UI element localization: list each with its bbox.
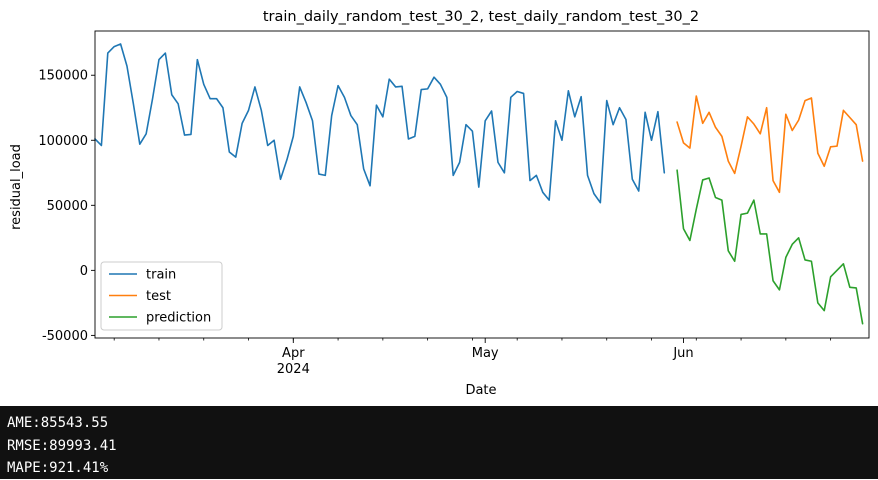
chart-svg: train_daily_random_test_30_2, test_daily… (9, 9, 870, 398)
legend-label-test: test (146, 289, 171, 304)
y-axis-label: residual_load (9, 144, 24, 230)
chart-figure: train_daily_random_test_30_2, test_daily… (9, 9, 870, 398)
x-tick-label: May (472, 346, 499, 361)
y-tick-label: 50000 (47, 199, 88, 214)
series-line-prediction (676, 169, 864, 325)
legend-label-prediction: prediction (146, 311, 211, 326)
y-tick-label: 150000 (38, 69, 88, 84)
x-tick-label: Jun (672, 346, 693, 361)
series-line-train (94, 43, 666, 204)
x-tick-label: Apr (282, 346, 305, 361)
chart-title: train_daily_random_test_30_2, test_daily… (263, 9, 699, 25)
legend-label-train: train (146, 268, 176, 283)
legend-box (100, 261, 223, 331)
metric-mape: MAPE:921.41% (7, 460, 109, 476)
y-tick-label: -50000 (42, 329, 88, 344)
x-tick-sublabel: 2024 (277, 362, 310, 377)
y-tick-label: 100000 (38, 134, 88, 149)
plot-frame (94, 30, 870, 339)
series-line-test (676, 95, 864, 194)
metrics-console: AME:85543.55 RMSE:89993.41 MAPE:921.41% (0, 406, 878, 479)
metric-ame: AME:85543.55 (7, 415, 109, 431)
metric-rmse: RMSE:89993.41 (7, 437, 117, 454)
x-axis-label: Date (465, 383, 496, 398)
y-tick-label: 0 (80, 264, 88, 279)
